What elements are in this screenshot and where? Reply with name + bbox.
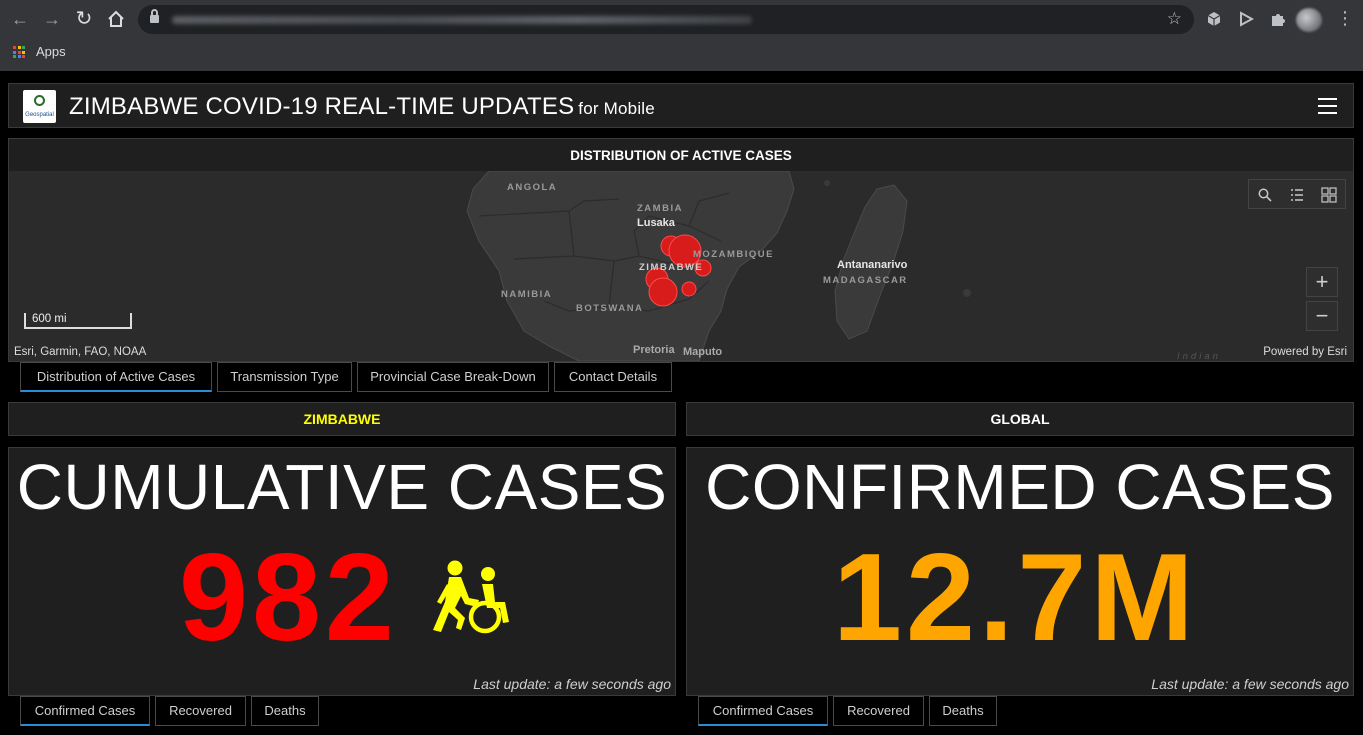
scale-label: 600 mi	[32, 313, 67, 325]
map-label-angola: ANGOLA	[507, 182, 558, 193]
tab-zimbabwe-confirmed-cases[interactable]: Confirmed Cases	[20, 696, 150, 726]
apps-bookmark[interactable]: Apps	[36, 44, 66, 59]
map-label-pretoria: Pretoria	[633, 344, 675, 356]
global-last-update: Last update: a few seconds ago	[1151, 676, 1349, 692]
extension-icon[interactable]	[1236, 9, 1256, 29]
basemap	[466, 171, 971, 361]
tab-zimbabwe-recovered[interactable]: Recovered	[155, 696, 246, 726]
confirmed-cases-value: 12.7M	[833, 529, 1198, 667]
dashboard: Geospatial ZIMBABWE COVID-19 REAL-TIME U…	[0, 71, 1363, 735]
basemap-gallery-icon[interactable]	[1319, 185, 1339, 205]
hamburger-menu-icon[interactable]	[1318, 98, 1337, 114]
map-label-namibia: NAMIBIA	[501, 289, 553, 300]
powered-by-esri[interactable]: Powered by Esri	[1263, 346, 1347, 358]
bookmarks-bar	[0, 38, 1363, 71]
more-menu-icon[interactable]: ⋮	[1336, 8, 1354, 28]
forward-arrow-icon[interactable]: →	[43, 9, 61, 29]
map-label-zimbabwe: ZIMBABWE	[639, 262, 704, 273]
tab-provincial-case-break-down[interactable]: Provincial Case Break-Down	[357, 362, 549, 392]
map-view[interactable]: ANGOLA ZAMBIA Lusaka ZIMBABWE MOZAMBIQUE…	[9, 171, 1353, 361]
tab-distribution-of-active-cases[interactable]: Distribution of Active Cases	[20, 362, 212, 392]
zoom-out-button[interactable]: −	[1306, 301, 1338, 331]
map-label-zambia: ZAMBIA	[637, 203, 683, 214]
cumulative-cases-title: CUMULATIVE CASES	[16, 451, 668, 523]
zoom-in-button[interactable]: +	[1306, 267, 1338, 297]
avatar[interactable]	[1296, 8, 1322, 32]
url-text-blurred	[172, 16, 752, 24]
tab-global-recovered[interactable]: Recovered	[833, 696, 924, 726]
star-icon[interactable]: ☆	[1166, 9, 1182, 28]
zimbabwe-counter-panel: CUMULATIVE CASES 982 Last update: a few …	[8, 447, 676, 696]
tab-global-confirmed-cases[interactable]: Confirmed Cases	[698, 696, 828, 726]
map-label-madagascar: MADAGASCAR	[823, 275, 908, 286]
page-title: ZIMBABWE COVID-19 REAL-TIME UPDATES for M…	[69, 93, 655, 121]
home-icon[interactable]	[104, 7, 128, 31]
browser-chrome: ← → ↻ ☆ ⋮ Apps	[0, 0, 1363, 71]
tab-transmission-type[interactable]: Transmission Type	[217, 362, 352, 392]
map-panel: DISTRIBUTION OF ACTIVE CASES	[8, 138, 1354, 362]
puzzle-icon[interactable]	[1268, 9, 1288, 29]
address-bar[interactable]: ☆	[138, 5, 1194, 34]
map-title: DISTRIBUTION OF ACTIVE CASES	[570, 148, 792, 163]
lock-icon	[150, 9, 159, 23]
tab-zimbabwe-deaths[interactable]: Deaths	[251, 696, 319, 726]
cumulative-cases-value: 982	[179, 529, 398, 667]
page-subtitle: for Mobile	[578, 99, 655, 118]
tab-global-deaths[interactable]: Deaths	[929, 696, 997, 726]
confirmed-cases-title: CONFIRMED CASES	[705, 451, 1335, 523]
logo: Geospatial	[23, 90, 56, 123]
map-label-maputo: Maputo	[683, 346, 723, 358]
dashboard-header: Geospatial ZIMBABWE COVID-19 REAL-TIME U…	[8, 83, 1354, 128]
extension-icon[interactable]	[1204, 9, 1224, 29]
map-label-lusaka: Lusaka	[637, 217, 675, 229]
map-toolbar	[1248, 179, 1346, 209]
wheelchair-assist-icon	[433, 560, 509, 634]
legend-list-icon[interactable]	[1287, 185, 1307, 205]
map-label-botswana: BOTSWANA	[576, 303, 644, 314]
logo-text: Geospatial	[25, 112, 54, 118]
case-markers[interactable]	[645, 234, 712, 307]
global-heading: GLOBAL	[686, 402, 1354, 436]
map-label-indian-ocean: Indian	[1177, 351, 1221, 361]
global-counter-panel: CONFIRMED CASES 12.7M Last update: a few…	[686, 447, 1354, 696]
browser-toolbar: ← → ↻ ☆ ⋮	[0, 0, 1363, 38]
map-label-antananarivo: Antananarivo	[837, 259, 908, 271]
back-arrow-icon[interactable]: ←	[11, 9, 29, 29]
page-title-main: ZIMBABWE COVID-19 REAL-TIME UPDATES	[69, 93, 575, 120]
globe-icon	[34, 95, 45, 106]
apps-grid-icon[interactable]	[13, 46, 25, 58]
reload-icon[interactable]: ↻	[75, 8, 93, 30]
scale-bar: 600 mi	[24, 313, 132, 329]
map-label-mozambique: MOZAMBIQUE	[693, 249, 774, 260]
map-attribution: Esri, Garmin, FAO, NOAA	[14, 346, 147, 358]
search-icon[interactable]	[1255, 185, 1275, 205]
zimbabwe-last-update: Last update: a few seconds ago	[473, 676, 671, 692]
tab-contact-details[interactable]: Contact Details	[554, 362, 672, 392]
zimbabwe-heading: ZIMBABWE	[8, 402, 676, 436]
